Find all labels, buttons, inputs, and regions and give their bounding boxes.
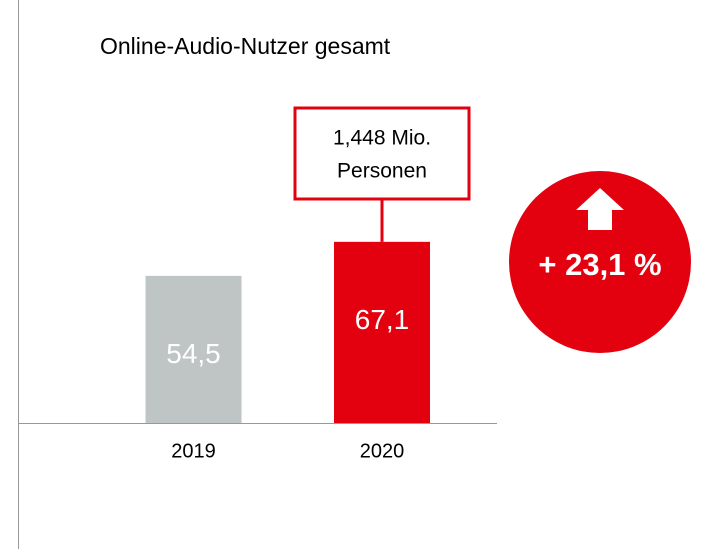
badge-circle xyxy=(509,171,691,353)
value-label: 54,5 xyxy=(166,338,221,369)
x-tick-label: 2020 xyxy=(360,440,405,462)
change-label: + 23,1 % xyxy=(538,247,661,282)
bar xyxy=(334,241,430,423)
up-arrow xyxy=(576,188,624,230)
annotation-text: 1,448 Mio. xyxy=(333,127,431,150)
chart-title: Online-Audio-Nutzer gesamt xyxy=(100,33,391,59)
bar xyxy=(145,275,242,423)
change-badge: + 23,1 % xyxy=(509,171,691,353)
annotation-text: Personen xyxy=(337,160,427,183)
value-label: 67,1 xyxy=(355,304,410,335)
annotation-box xyxy=(293,106,471,201)
x-tick-label: 2019 xyxy=(171,440,216,462)
